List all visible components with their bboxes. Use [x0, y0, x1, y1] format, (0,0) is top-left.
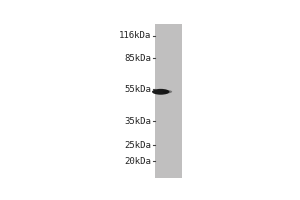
Text: 35kDa: 35kDa — [124, 117, 152, 126]
Text: 55kDa: 55kDa — [124, 85, 152, 94]
Ellipse shape — [152, 89, 169, 95]
Text: 25kDa: 25kDa — [124, 141, 152, 150]
Text: 116kDa: 116kDa — [119, 31, 152, 40]
Ellipse shape — [163, 90, 172, 93]
Bar — [155, 24, 182, 178]
Text: 20kDa: 20kDa — [124, 157, 152, 166]
Text: 85kDa: 85kDa — [124, 54, 152, 63]
